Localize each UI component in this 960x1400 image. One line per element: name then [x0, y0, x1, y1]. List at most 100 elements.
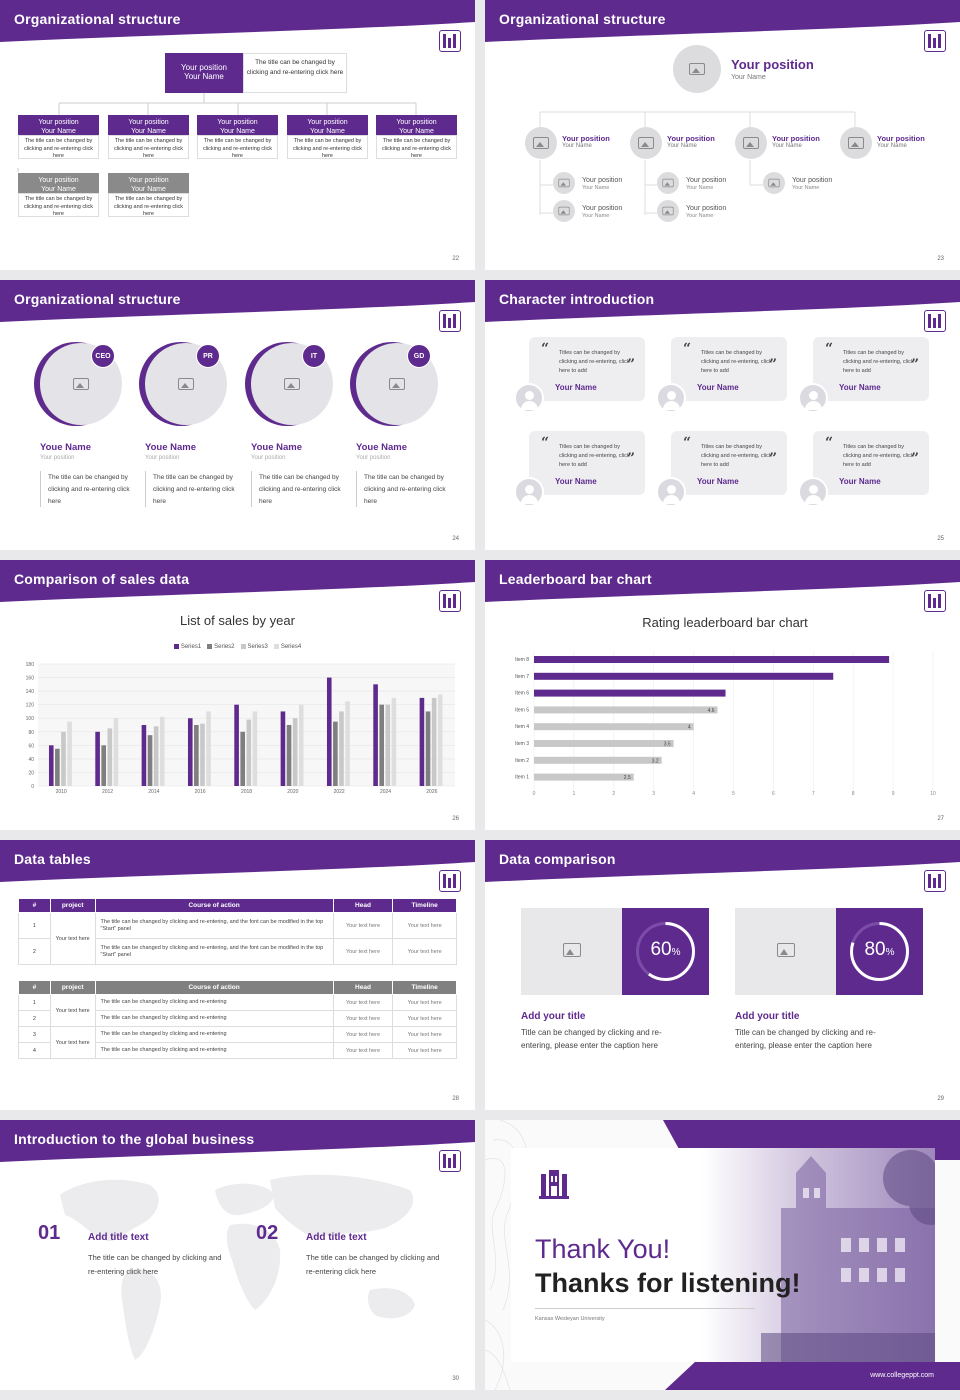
- person-description: The title can be changed by clicking and…: [48, 474, 130, 505]
- table-row: 3 Your text here The title can be changed …: [18, 1026, 457, 1059]
- percent-panel: 60%: [622, 908, 709, 995]
- university-logo-icon: [924, 590, 946, 612]
- open-quote-icon: “: [683, 435, 692, 451]
- org-top-caption: The title can be changed by clicking and…: [243, 53, 347, 93]
- person-photo-small: [553, 172, 575, 194]
- slide-24[interactable]: Organizational structure CEO Youe Name You…: [0, 280, 475, 550]
- bar: [113, 718, 119, 786]
- data-label: 3.2: [652, 758, 659, 764]
- bar: [200, 723, 205, 786]
- item-number: 02: [256, 1222, 279, 1244]
- person-position: Your position: [145, 455, 180, 461]
- person-position: Your position: [582, 205, 623, 212]
- org-box-caption: The title can be changed by clicking and…: [108, 193, 189, 217]
- bar: [234, 704, 239, 786]
- sales-bar-chart: 0 20 40 60 80 100 120 140 160 180 2010 2012 2014 2016…: [26, 662, 455, 795]
- bar: [534, 740, 674, 747]
- person-photo-small: [553, 200, 575, 222]
- slide-header: [485, 840, 960, 884]
- text-divider: [40, 471, 41, 507]
- y-tick-label: Item 7: [515, 674, 529, 680]
- slide-29[interactable]: Data comparison 60% Add your title Title c…: [485, 840, 960, 1110]
- x-tick-label: 2014: [148, 789, 159, 795]
- bar: [95, 731, 100, 786]
- x-tick-label: 2010: [56, 789, 67, 795]
- person-position: Your position: [251, 455, 286, 461]
- progress-arc: [636, 922, 695, 981]
- bar: [339, 711, 344, 786]
- quote-card: “ ” Titles can be changed by clicking and …: [529, 431, 645, 495]
- quote-author: Your Name: [697, 477, 739, 486]
- item-text: The title can be changed by clicking and…: [88, 1253, 222, 1276]
- table-header-cell: Head: [332, 980, 394, 995]
- user-avatar-icon: [514, 477, 544, 507]
- y-tick-label: Item 5: [515, 707, 529, 713]
- item-text: Title can be changed by clicking and re-…: [735, 1028, 876, 1050]
- page-number: 23: [937, 256, 944, 262]
- y-tick-label: Item 1: [515, 775, 529, 781]
- slide-title: Comparison of sales data: [14, 571, 190, 587]
- slide-title: Introduction to the global business: [14, 1131, 255, 1147]
- y-tick-label: Item 2: [515, 758, 529, 764]
- role-badge: IT: [302, 344, 326, 368]
- slide-22[interactable]: Organizational structure Your position Y…: [0, 0, 475, 270]
- slide-header: [0, 560, 475, 604]
- close-quote-icon: ”: [911, 357, 920, 373]
- bar: [534, 706, 718, 714]
- data-table: # project Course of action Head Timeline 1 You…: [18, 898, 457, 965]
- person-description: The title can be changed by clicking and…: [364, 474, 446, 505]
- quote-author: Your Name: [839, 383, 881, 392]
- slide-31[interactable]: Thank You! Thanks for listening! Kansas …: [485, 1120, 960, 1390]
- open-quote-icon: “: [683, 341, 692, 357]
- person-name: Youe Name: [40, 442, 92, 453]
- top-person-name: Your Name: [731, 74, 766, 81]
- progress-ring: [636, 922, 695, 981]
- slide-23[interactable]: Organizational structure Your position Y…: [485, 0, 960, 270]
- slide-30[interactable]: Introduction to the global business 01 Ad…: [0, 1120, 475, 1390]
- text-divider: [356, 471, 357, 507]
- bar: [534, 756, 662, 764]
- x-tick-label: 4: [692, 791, 695, 797]
- bar: [48, 745, 54, 786]
- person-position: Your position: [772, 134, 820, 143]
- person-name: Your Name: [562, 143, 592, 149]
- data-label: 4.6: [708, 708, 715, 714]
- bar: [534, 773, 634, 781]
- slide-25[interactable]: Character introduction “” Titles can be c…: [485, 280, 960, 550]
- bar: [373, 684, 378, 786]
- role-badge: CEO: [91, 344, 115, 368]
- org-box: Your position Your Name: [18, 115, 99, 135]
- person-photo: [840, 127, 872, 159]
- thank-you-line1: Thank You!: [535, 1234, 671, 1264]
- university-logo-icon: [439, 870, 461, 892]
- person-description: The title can be changed by clicking and…: [259, 474, 341, 505]
- slide-28[interactable]: Data tables # project Course of action Head…: [0, 840, 475, 1110]
- y-tick-label: 60: [28, 743, 34, 749]
- bar: [534, 656, 890, 663]
- table-header-row: # project Course of action Head Timeline: [18, 898, 457, 913]
- chart-title: Rating leaderboard bar chart: [642, 615, 808, 630]
- close-quote-icon: ”: [627, 357, 636, 373]
- bar: [534, 689, 726, 697]
- bar: [419, 697, 425, 786]
- group-cell: Your text here: [49, 1026, 96, 1059]
- close-quote-icon: ”: [769, 451, 778, 467]
- org-top-box: Your position Your Name: [165, 53, 243, 93]
- x-tick-label: 2022: [334, 789, 345, 795]
- slide-27[interactable]: Leaderboard bar chart Rating leaderboard…: [485, 560, 960, 830]
- leaderboard-bar-chart: 0 1 2 3 4 5 6 7 8 9 10 Item 8 Item 7 Item 6 Item 5 4.6 I…: [515, 651, 936, 797]
- y-tick-label: 0: [31, 784, 34, 790]
- person-name: Your Name: [582, 185, 610, 191]
- table-header-cell: Course of action: [94, 898, 334, 913]
- org-box-caption: The title can be changed by clicking and…: [376, 135, 457, 159]
- card-logo-icon: [537, 1166, 571, 1200]
- quote-text: Titles can be changed by clicking and re…: [701, 350, 772, 374]
- table-header-cell: Timeline: [392, 980, 457, 995]
- item-text: Title can be changed by clicking and re-…: [521, 1028, 662, 1050]
- page-number: 25: [937, 536, 944, 542]
- website-link[interactable]: www.collegeppt.com: [870, 1372, 934, 1379]
- slide-26[interactable]: Comparison of sales data List of sales b…: [0, 560, 475, 830]
- x-tick-label: 6: [772, 791, 775, 797]
- bar: [385, 704, 391, 786]
- item-heading: Add your title: [521, 1011, 586, 1022]
